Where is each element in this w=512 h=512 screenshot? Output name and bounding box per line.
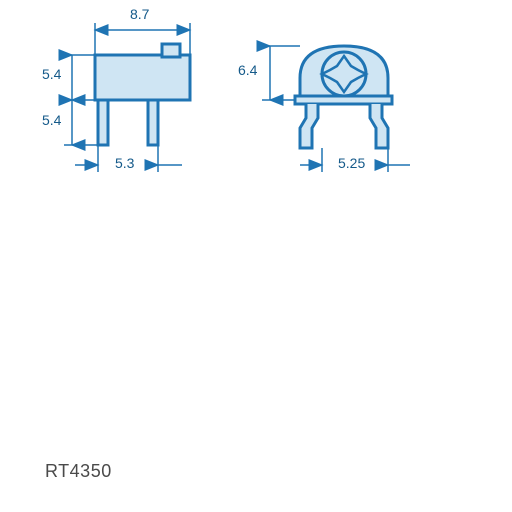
dim-6-4: 6.4 xyxy=(238,62,257,78)
dim-5-4b: 5.4 xyxy=(42,112,61,128)
part-number-label: RT4350 xyxy=(45,461,112,482)
left-view xyxy=(64,23,190,172)
dim-8-7: 8.7 xyxy=(130,6,149,22)
dim-5-3: 5.3 xyxy=(115,155,134,171)
dim-5-25: 5.25 xyxy=(338,155,365,171)
dim-5-4a: 5.4 xyxy=(42,66,61,82)
right-view xyxy=(262,46,410,172)
drawing-canvas: 8.7 5.4 5.4 5.3 6.4 5.25 RT4350 xyxy=(0,0,512,512)
